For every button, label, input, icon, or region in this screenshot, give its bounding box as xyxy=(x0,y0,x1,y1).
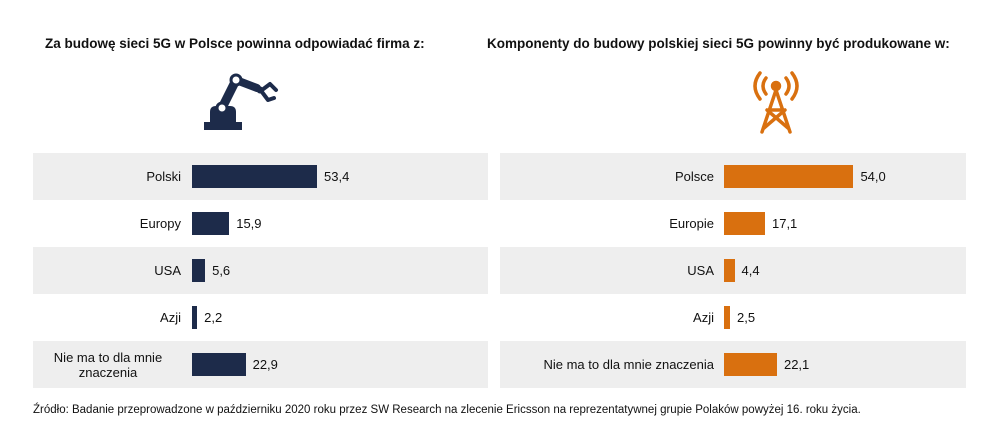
bar xyxy=(724,259,735,282)
chart-row: Azji 2,2 xyxy=(33,294,488,341)
right-chart-rows: Polsce 54,0 Europie 17,1 USA 4,4 Azji 2,5 Nie ma… xyxy=(500,153,966,388)
bar xyxy=(192,212,230,235)
bar-value-label: 53,4 xyxy=(324,169,350,184)
bar-value-label: 15,9 xyxy=(236,216,262,231)
left-chart-title: Za budowę sieci 5G w Polsce powinna odpo… xyxy=(45,36,425,51)
robot-arm-icon xyxy=(202,68,282,136)
category-label: USA xyxy=(687,263,714,278)
bar-value-label: 22,9 xyxy=(252,357,278,372)
bar-value-label: 2,2 xyxy=(204,310,223,325)
chart-row: Nie ma to dla mnie znaczenia 22,9 xyxy=(33,341,488,388)
bar-value-label: 2,5 xyxy=(736,310,756,325)
category-label: Europy xyxy=(139,216,181,231)
bar xyxy=(192,259,206,282)
source-footnote: Źródło: Badanie przeprowadzone w paździe… xyxy=(33,404,861,416)
bar-value-label: 5,6 xyxy=(212,263,231,278)
bar xyxy=(724,165,854,188)
bar-value-label: 4,4 xyxy=(741,263,760,278)
bar xyxy=(192,306,198,329)
chart-row: Polsce 54,0 xyxy=(500,153,966,200)
chart-row: Nie ma to dla mnie znaczenia 22,1 xyxy=(500,341,966,388)
chart-row: Europie 17,1 xyxy=(500,200,966,247)
category-label: USA xyxy=(154,263,181,278)
right-chart-panel: Komponenty do budowy polskiej sieci 5G p… xyxy=(487,0,999,395)
antenna-tower-icon xyxy=(736,68,816,136)
category-label: Nie ma to dla mnie znaczenia xyxy=(53,349,163,380)
category-label: Nie ma to dla mnie znaczenia xyxy=(543,357,714,372)
bar xyxy=(724,306,730,329)
right-chart-title: Komponenty do budowy polskiej sieci 5G p… xyxy=(487,36,950,51)
category-label: Azji xyxy=(160,310,181,325)
bar xyxy=(724,353,777,376)
bar-value-label: 54,0 xyxy=(860,169,886,184)
category-label: Europie xyxy=(669,216,714,231)
chart-row: Polski 53,4 xyxy=(33,153,488,200)
chart-row: USA 4,4 xyxy=(500,247,966,294)
chart-row: USA 5,6 xyxy=(33,247,488,294)
category-label: Azji xyxy=(693,310,714,325)
bar xyxy=(192,165,317,188)
bar-value-label: 22,1 xyxy=(783,357,810,372)
bar-value-label: 17,1 xyxy=(771,216,798,231)
category-label: Polsce xyxy=(674,169,714,184)
left-chart-rows: Polski 53,4 Europy 15,9 USA 5,6 Azji 2,2 Nie ma … xyxy=(33,153,488,388)
chart-row: Azji 2,5 xyxy=(500,294,966,341)
bar xyxy=(192,353,246,376)
left-chart-panel: Za budowę sieci 5G w Polsce powinna odpo… xyxy=(0,0,500,395)
bar xyxy=(724,212,765,235)
category-label: Polski xyxy=(146,169,181,184)
chart-row: Europy 15,9 xyxy=(33,200,488,247)
